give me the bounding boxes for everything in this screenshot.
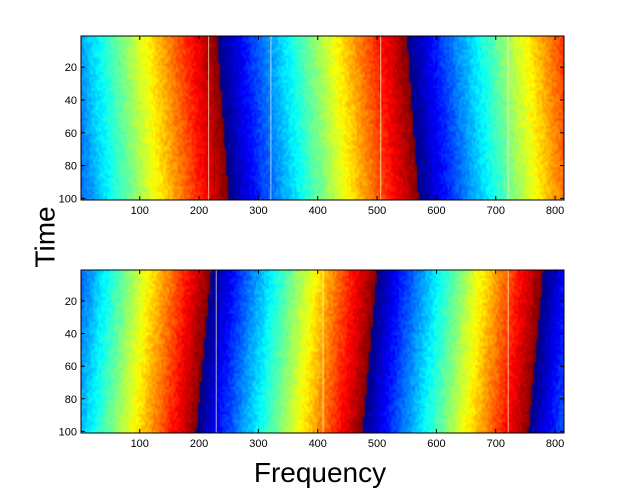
y-tick-label: 20 — [65, 62, 77, 74]
x-tick-label: 200 — [190, 205, 208, 217]
artifact-column — [507, 270, 509, 433]
x-tick-label: 600 — [427, 438, 445, 450]
y-tick-label: 40 — [65, 95, 77, 107]
y-tick-label: 60 — [65, 128, 77, 140]
x-tick-label: 800 — [546, 438, 564, 450]
y-tick-label: 60 — [65, 361, 77, 373]
x-tick-label: 100 — [131, 205, 149, 217]
x-tick-label: 400 — [309, 205, 327, 217]
x-tick-label: 200 — [190, 438, 208, 450]
x-tick-label: 300 — [249, 205, 267, 217]
artifact-column — [270, 36, 272, 200]
x-tick-label: 500 — [368, 438, 386, 450]
x-tick-label: 400 — [309, 438, 327, 450]
artifact-column — [380, 36, 382, 200]
artifact-column — [322, 270, 324, 433]
y-axis-label: Time — [29, 206, 60, 267]
x-tick-label: 600 — [427, 205, 445, 217]
x-tick-label: 300 — [249, 438, 267, 450]
heatmap-image — [81, 36, 564, 200]
x-tick-label: 800 — [546, 205, 564, 217]
heatmap-panel-top: 100 200 300 400 500 600 700 800 20 40 60 80 100 — [59, 35, 565, 217]
artifact-column — [215, 270, 217, 433]
x-tick-label: 700 — [487, 205, 505, 217]
y-tick-label: 40 — [65, 329, 77, 341]
x-axis-label: Frequency — [254, 457, 386, 488]
axes-frame — [80, 269, 565, 434]
y-tick-label: 80 — [65, 394, 77, 406]
axes-frame — [80, 35, 565, 201]
y-tick-label: 20 — [65, 296, 77, 308]
x-tick-label: 700 — [487, 438, 505, 450]
y-tick-label: 100 — [59, 193, 77, 205]
artifact-column — [507, 36, 509, 200]
y-tick-label: 100 — [59, 426, 77, 438]
x-tick-label: 500 — [368, 205, 386, 217]
x-tick-label: 100 — [131, 438, 149, 450]
heatmap-panel-bottom: 100 200 300 400 500 600 700 800 20 40 60 80 100 — [59, 269, 565, 450]
y-tick-label: 80 — [65, 161, 77, 173]
artifact-column — [207, 36, 210, 200]
